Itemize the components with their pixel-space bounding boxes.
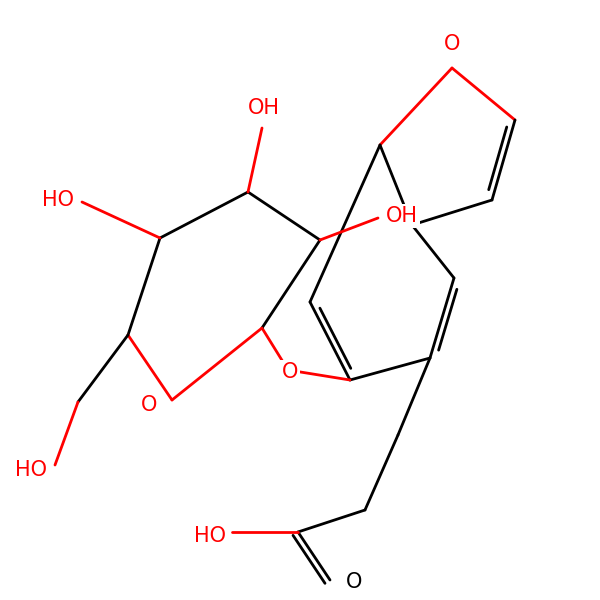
Text: O: O bbox=[282, 362, 298, 382]
Text: HO: HO bbox=[42, 190, 74, 210]
Text: HO: HO bbox=[194, 526, 226, 546]
Text: HO: HO bbox=[15, 460, 47, 480]
Text: O: O bbox=[140, 395, 157, 415]
Text: OH: OH bbox=[386, 206, 418, 226]
Text: O: O bbox=[346, 572, 362, 592]
Text: OH: OH bbox=[248, 98, 280, 118]
Text: O: O bbox=[444, 34, 460, 54]
